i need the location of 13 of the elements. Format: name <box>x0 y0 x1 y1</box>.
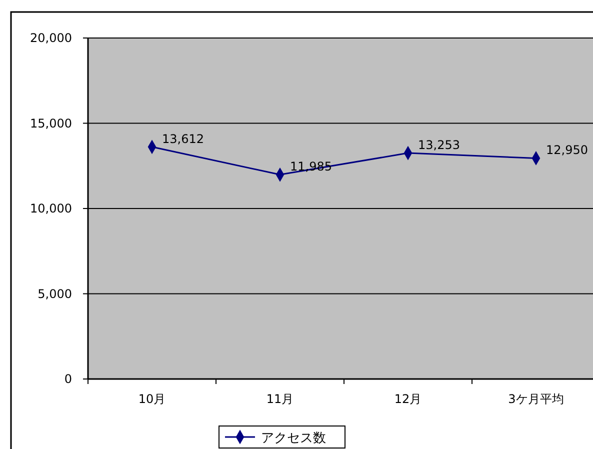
data-label: 13,253 <box>418 138 460 152</box>
y-tick-label: 5,000 <box>38 286 72 301</box>
x-tick-label: 10月 <box>138 392 166 406</box>
y-tick-label: 15,000 <box>30 116 72 130</box>
data-label: 13,612 <box>162 132 204 146</box>
x-tick-label: 3ケ月平均 <box>508 392 564 406</box>
data-label: 12,950 <box>546 143 588 158</box>
y-tick-label: 0 <box>64 372 72 386</box>
legend-label: アクセス数 <box>261 431 326 446</box>
x-tick-label: 11月 <box>266 392 294 406</box>
x-tick-label: 12月 <box>394 392 422 406</box>
y-tick-label: 20,000 <box>30 31 72 45</box>
y-tick-label: 10,000 <box>30 202 72 216</box>
